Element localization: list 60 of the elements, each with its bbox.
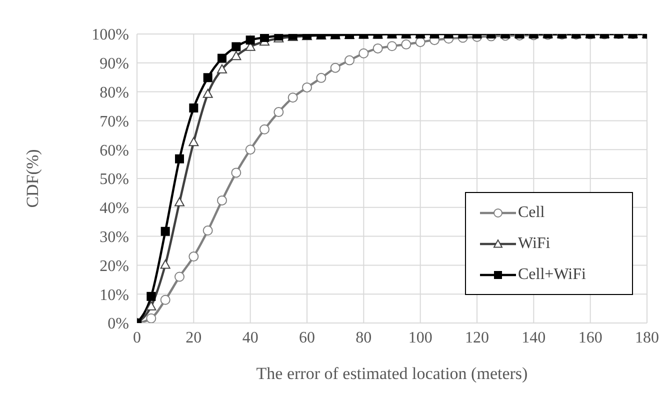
point: [372, 43, 383, 54]
y-tick-label: 40%: [100, 200, 129, 218]
point: [146, 292, 156, 301]
point: [231, 168, 242, 178]
y-tick-label: 20%: [100, 258, 129, 275]
point: [174, 272, 184, 282]
point: [358, 48, 369, 58]
point: [160, 226, 170, 236]
y-tick-label: 50%: [100, 171, 129, 188]
point: [202, 226, 213, 236]
point: [387, 41, 397, 52]
point: [260, 124, 270, 134]
point: [203, 73, 212, 82]
y-tick-label: 0%: [108, 316, 129, 333]
x-axis-title: The error of estimated location (meters): [256, 364, 528, 383]
point: [160, 294, 170, 305]
x-tick-label: 160: [578, 329, 602, 346]
point: [302, 82, 312, 92]
point: [232, 42, 241, 52]
y-tick-label: 70%: [100, 113, 129, 130]
point: [218, 54, 226, 63]
x-tick-label: 100: [408, 329, 432, 346]
y-axis-title: CDF(%): [23, 149, 42, 208]
point: [401, 39, 412, 50]
x-tick-label: 40: [242, 329, 258, 346]
point: [146, 313, 156, 323]
y-tick-label: 60%: [100, 142, 129, 160]
x-tick-label: 120: [465, 329, 489, 346]
x-tick-label: 140: [522, 329, 546, 346]
legend-label: WiFi: [518, 234, 550, 252]
x-tick-label: 80: [356, 329, 372, 346]
point: [188, 137, 199, 146]
point: [189, 103, 198, 112]
y-tick-label: 90%: [100, 56, 129, 73]
legend-label: Cell+WiFi: [518, 266, 586, 284]
point: [246, 36, 255, 45]
point: [174, 197, 184, 206]
point: [330, 62, 340, 73]
x-tick-label: 20: [186, 329, 202, 346]
point: [288, 92, 298, 103]
y-tick-label: 10%: [100, 286, 129, 304]
point: [415, 37, 426, 48]
legend-label: Cell: [518, 204, 545, 222]
point: [146, 301, 156, 310]
point: [245, 144, 256, 155]
point: [217, 195, 227, 206]
y-tick-label: 80%: [100, 84, 129, 102]
y-tick-label: 30%: [100, 228, 129, 246]
x-tick-label: 0: [133, 329, 141, 346]
x-tick-label: 60: [299, 329, 315, 346]
point: [202, 88, 213, 98]
point: [274, 107, 284, 118]
y-tick-label: 100%: [92, 26, 129, 44]
x-tick-label: 180: [635, 329, 659, 346]
point: [160, 260, 170, 269]
point: [344, 55, 354, 66]
point: [316, 72, 326, 83]
point: [260, 34, 269, 42]
point: [188, 252, 199, 262]
point: [175, 154, 184, 164]
